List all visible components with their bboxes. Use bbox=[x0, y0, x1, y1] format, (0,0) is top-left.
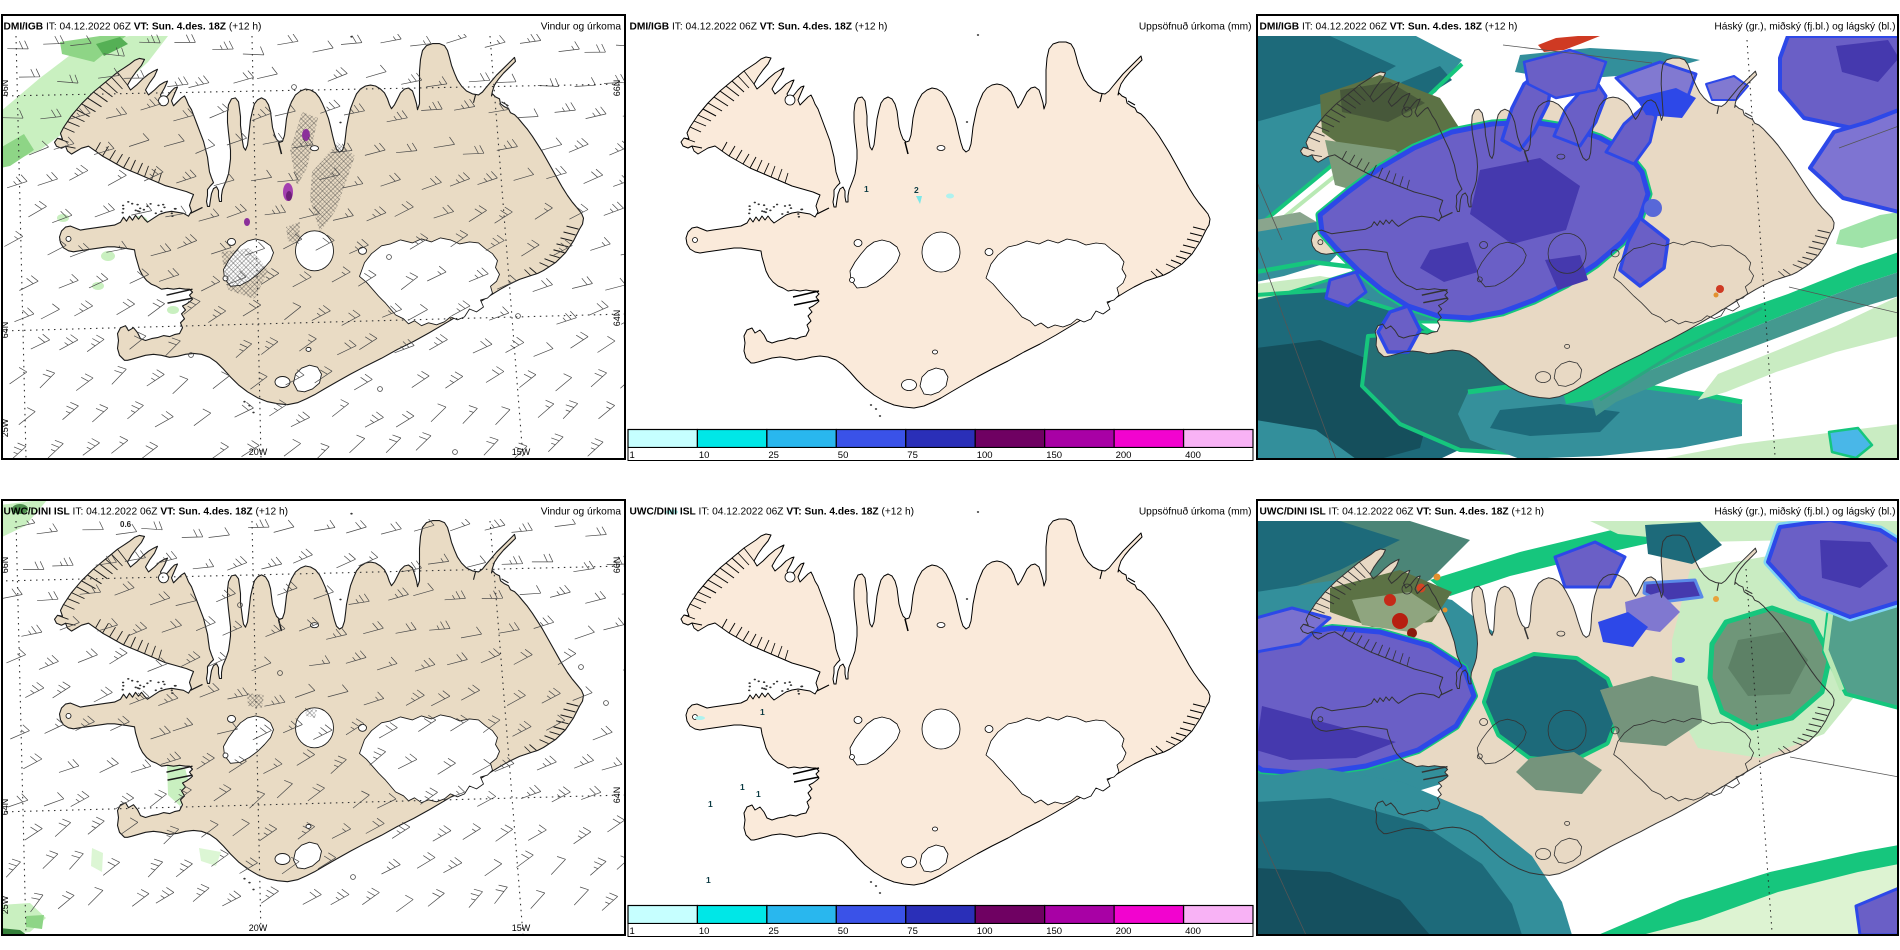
svg-text:200: 200 bbox=[1116, 926, 1132, 937]
svg-text:DMI/IGB IT: 04.12.2022 06Z VT:: DMI/IGB IT: 04.12.2022 06Z VT: Sun. 4.de… bbox=[630, 22, 888, 33]
svg-text:2: 2 bbox=[914, 185, 919, 195]
svg-text:10: 10 bbox=[699, 926, 710, 937]
svg-text:0.6: 0.6 bbox=[120, 520, 132, 529]
svg-text:75: 75 bbox=[907, 926, 918, 937]
svg-text:25: 25 bbox=[768, 926, 779, 937]
svg-text:1: 1 bbox=[630, 926, 635, 937]
svg-text:64N: 64N bbox=[612, 310, 622, 327]
svg-text:Uppsöfnuð úrkoma (mm): Uppsöfnuð úrkoma (mm) bbox=[1139, 506, 1252, 518]
svg-text:64N: 64N bbox=[0, 799, 10, 816]
svg-text:15W: 15W bbox=[512, 447, 531, 457]
svg-text:25W: 25W bbox=[0, 418, 10, 437]
svg-text:UWC/DINI ISL IT: 04.12.2022 06: UWC/DINI ISL IT: 04.12.2022 06Z VT: Sun.… bbox=[1260, 507, 1545, 518]
svg-text:1: 1 bbox=[706, 875, 711, 885]
svg-text:66N: 66N bbox=[612, 557, 622, 574]
svg-text:1: 1 bbox=[864, 184, 869, 194]
svg-text:1: 1 bbox=[740, 782, 745, 792]
svg-text:UWC/DINI ISL IT: 04.12.2022 06: UWC/DINI ISL IT: 04.12.2022 06Z VT: Sun.… bbox=[4, 507, 289, 518]
svg-text:64N: 64N bbox=[0, 322, 10, 339]
svg-text:Háský (gr.), miðský (fj.bl.) o: Háský (gr.), miðský (fj.bl.) og lágský (… bbox=[1714, 21, 1895, 33]
svg-text:400: 400 bbox=[1185, 450, 1201, 461]
svg-text:1: 1 bbox=[760, 707, 765, 717]
svg-text:1: 1 bbox=[756, 789, 761, 799]
svg-text:Vindur og úrkoma: Vindur og úrkoma bbox=[541, 22, 622, 33]
svg-text:UWC/DINI ISL IT: 04.12.2022 06: UWC/DINI ISL IT: 04.12.2022 06Z VT: Sun.… bbox=[630, 507, 915, 518]
svg-text:25: 25 bbox=[768, 450, 779, 461]
svg-text:20W: 20W bbox=[249, 923, 268, 933]
svg-text:50: 50 bbox=[838, 450, 849, 461]
svg-text:Uppsöfnuð úrkoma (mm): Uppsöfnuð úrkoma (mm) bbox=[1139, 21, 1252, 33]
svg-text:DMI/IGB IT: 04.12.2022 06Z VT:: DMI/IGB IT: 04.12.2022 06Z VT: Sun. 4.de… bbox=[4, 22, 262, 33]
svg-text:75: 75 bbox=[907, 450, 918, 461]
svg-text:25W: 25W bbox=[0, 895, 10, 914]
svg-text:66N: 66N bbox=[0, 557, 10, 574]
svg-text:100: 100 bbox=[977, 926, 993, 937]
svg-text:20W: 20W bbox=[249, 447, 268, 457]
svg-text:66N: 66N bbox=[0, 80, 10, 97]
svg-text:15W: 15W bbox=[512, 923, 531, 933]
svg-text:150: 150 bbox=[1046, 926, 1062, 937]
svg-text:50: 50 bbox=[838, 926, 849, 937]
svg-text:200: 200 bbox=[1116, 450, 1132, 461]
svg-text:150: 150 bbox=[1046, 450, 1062, 461]
svg-text:400: 400 bbox=[1185, 926, 1201, 937]
svg-text:1: 1 bbox=[708, 799, 713, 809]
svg-text:66N: 66N bbox=[612, 80, 622, 97]
svg-text:10: 10 bbox=[699, 450, 710, 461]
svg-text:DMI/IGB IT: 04.12.2022 06Z VT:: DMI/IGB IT: 04.12.2022 06Z VT: Sun. 4.de… bbox=[1260, 22, 1518, 33]
svg-text:Vindur og úrkoma: Vindur og úrkoma bbox=[541, 507, 622, 518]
svg-text:64N: 64N bbox=[612, 787, 622, 804]
svg-text:100: 100 bbox=[977, 450, 993, 461]
svg-text:1: 1 bbox=[630, 450, 635, 461]
svg-text:Háský (gr.), miðský (fj.bl.) o: Háský (gr.), miðský (fj.bl.) og lágský (… bbox=[1714, 506, 1895, 518]
